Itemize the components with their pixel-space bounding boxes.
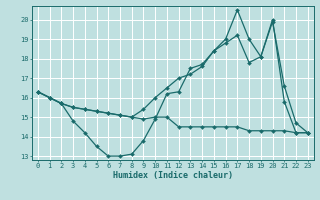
X-axis label: Humidex (Indice chaleur): Humidex (Indice chaleur) bbox=[113, 171, 233, 180]
